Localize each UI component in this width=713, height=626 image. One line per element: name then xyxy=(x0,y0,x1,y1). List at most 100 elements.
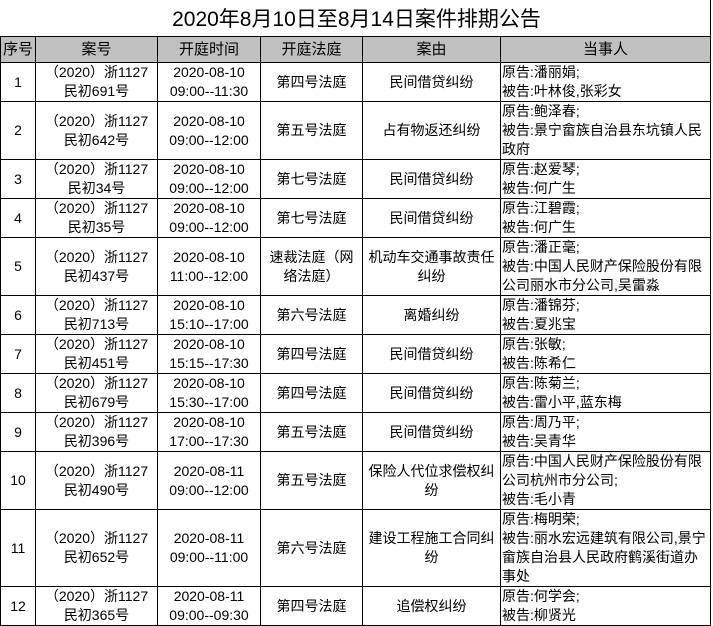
case-number: （2020）浙1127民初642号 xyxy=(44,112,149,148)
defendant: 被告:柳贤光 xyxy=(502,607,576,623)
case-number: （2020）浙1127民初679号 xyxy=(44,375,149,410)
case-number: （2020）浙1127民初490号 xyxy=(44,462,149,498)
parties: 原告:周乃平; 被告:吴青华 xyxy=(500,412,711,452)
hearing-time: 2020-08-10 09:00--12:00 xyxy=(157,198,261,238)
case-cause: 民间借贷纠纷 xyxy=(362,159,501,199)
case-number: （2020）浙1127民初691号 xyxy=(44,64,149,99)
header-court: 开庭法庭 xyxy=(260,36,363,63)
hearing-time: 2020-08-10 15:10--17:00 xyxy=(157,295,261,335)
case-cause: 保险人代位求偿权纠纷 xyxy=(362,451,501,510)
courtroom: 第六号法庭 xyxy=(260,509,363,587)
defendant: 被告:叶林俊,张彩女 xyxy=(502,83,622,99)
parties: 原告:张敏; 被告:陈希仁 xyxy=(500,334,711,374)
case-cause: 民间借贷纠纷 xyxy=(362,334,501,374)
row-number: 3 xyxy=(0,159,36,199)
case-number-cell: （2020）浙1127民初642号 xyxy=(35,101,158,160)
table-row: 8 （2020）浙1127民初679号 2020-08-10 15:30--17:00… xyxy=(0,373,711,413)
case-number-cell: （2020）浙1127民初365号 xyxy=(35,586,158,626)
case-number: （2020）浙1127民初35号 xyxy=(44,200,149,235)
plaintiff: 原告:潘丽娟; xyxy=(502,64,580,80)
table-row: 7 （2020）浙1127民初451号 2020-08-10 15:15--17:30… xyxy=(0,334,711,374)
case-cause: 离婚纠纷 xyxy=(362,295,501,335)
row-number: 7 xyxy=(0,334,36,374)
hearing-time: 2020-08-10 09:00--11:30 xyxy=(157,62,261,102)
parties: 原告:潘丽娟; 被告:叶林俊,张彩女 xyxy=(500,62,711,102)
case-number-cell: （2020）浙1127民初679号 xyxy=(35,373,158,413)
parties: 原告:梅明荣; 被告:丽水宏远建筑有限公司,景宁畲族自治县人民政府鹤溪街道办事处 xyxy=(500,509,711,587)
plaintiff: 原告:江碧霞; xyxy=(502,200,580,216)
row-number: 1 xyxy=(0,62,36,102)
parties: 原告:江碧霞; 被告:何广生 xyxy=(500,198,711,238)
parties: 原告:陈菊兰; 被告:雷小平,蓝东梅 xyxy=(500,373,711,413)
parties: 原告:鲍泽春; 被告:景宁畲族自治县东坑镇人民政府 xyxy=(500,101,711,160)
hearing-time: 2020-08-10 15:30--17:00 xyxy=(157,373,261,413)
case-number-cell: （2020）浙1127民初396号 xyxy=(35,412,158,452)
row-number: 9 xyxy=(0,412,36,452)
row-number: 5 xyxy=(0,237,36,296)
courtroom: 第四号法庭 xyxy=(260,62,363,102)
courtroom: 第七号法庭 xyxy=(260,198,363,238)
case-number-cell: （2020）浙1127民初451号 xyxy=(35,334,158,374)
case-number-cell: （2020）浙1127民初34号 xyxy=(35,159,158,199)
row-number: 8 xyxy=(0,373,36,413)
plaintiff: 原告:陈菊兰; xyxy=(502,375,580,391)
case-number: （2020）浙1127民初365号 xyxy=(44,588,149,623)
case-number-cell: （2020）浙1127民初437号 xyxy=(35,237,158,296)
plaintiff: 原告:潘锦芬; xyxy=(502,297,580,313)
parties: 原告:潘正毫; 被告:中国人民财产保险股份有限公司丽水市分公司,吴雷淼 xyxy=(500,237,711,296)
plaintiff: 原告:张敏; xyxy=(502,336,566,352)
header-time: 开庭时间 xyxy=(157,36,261,63)
case-cause: 机动车交通事故责任纠纷 xyxy=(362,237,501,296)
plaintiff: 原告:梅明荣; xyxy=(502,511,580,527)
case-number: （2020）浙1127民初652号 xyxy=(44,530,149,565)
table-row: 10 （2020）浙1127民初490号 2020-08-11 09:00--12:0… xyxy=(0,451,711,510)
hearing-time: 2020-08-11 09:00--11:00 xyxy=(157,509,261,587)
right-border xyxy=(710,0,711,613)
table-row: 12 （2020）浙1127民初365号 2020-08-11 09:00--09:3… xyxy=(0,586,711,626)
courtroom: 速裁法庭（网络法庭） xyxy=(260,237,363,296)
case-number-cell: （2020）浙1127民初490号 xyxy=(35,451,158,510)
parties: 原告:何学会; 被告:柳贤光 xyxy=(500,586,711,626)
header-no: 序号 xyxy=(0,36,36,63)
row-number: 10 xyxy=(0,451,36,510)
hearing-time: 2020-08-10 09:00--12:00 xyxy=(157,159,261,199)
defendant: 被告:雷小平,蓝东梅 xyxy=(502,394,622,410)
table-row: 6 （2020）浙1127民初713号 2020-08-10 15:10--17:00… xyxy=(0,295,711,335)
plaintiff: 原告:中国人民财产保险股份有限公司杭州市分公司; xyxy=(502,453,702,488)
courtroom: 第四号法庭 xyxy=(260,373,363,413)
hearing-time: 2020-08-11 09:00--12:00 xyxy=(157,451,261,510)
courtroom: 第五号法庭 xyxy=(260,101,363,160)
case-cause: 民间借贷纠纷 xyxy=(362,198,501,238)
plaintiff: 原告:鲍泽春; xyxy=(502,103,580,119)
case-cause: 建设工程施工合同纠纷 xyxy=(362,509,501,587)
table-row: 9 （2020）浙1127民初396号 2020-08-10 17:00--17:30… xyxy=(0,412,711,452)
parties: 原告:赵爱琴; 被告:何广生 xyxy=(500,159,711,199)
case-cause: 民间借贷纠纷 xyxy=(362,412,501,452)
case-number: （2020）浙1127民初34号 xyxy=(44,161,149,196)
plaintiff: 原告:何学会; xyxy=(502,588,580,604)
plaintiff: 原告:潘正毫; xyxy=(502,239,580,255)
page-title: 2020年8月10日至8月14日案件排期公告 xyxy=(172,8,541,31)
defendant: 被告:毛小青 xyxy=(502,491,576,507)
defendant: 被告:景宁畲族自治县东坑镇人民政府 xyxy=(502,122,702,157)
row-number: 2 xyxy=(0,101,36,160)
defendant: 被告:吴青华 xyxy=(502,433,576,449)
table-row: 4 （2020）浙1127民初35号 2020-08-10 09:00--12:00 第… xyxy=(0,198,711,238)
parties: 原告:潘锦芬; 被告:夏兆宝 xyxy=(500,295,711,335)
row-number: 6 xyxy=(0,295,36,335)
plaintiff: 原告:周乃平; xyxy=(502,414,580,430)
hearing-time: 2020-08-10 09:00--12:00 xyxy=(157,101,261,160)
header-cause: 案由 xyxy=(362,36,501,63)
courtroom: 第四号法庭 xyxy=(260,334,363,374)
case-number: （2020）浙1127民初451号 xyxy=(44,336,149,371)
hearing-time: 2020-08-11 09:00--09:30 xyxy=(157,586,261,626)
case-number-cell: （2020）浙1127民初713号 xyxy=(35,295,158,335)
case-number-cell: （2020）浙1127民初35号 xyxy=(35,198,158,238)
table-row: 2 （2020）浙1127民初642号 2020-08-10 09:00--12:00… xyxy=(0,101,711,160)
parties: 原告:中国人民财产保险股份有限公司杭州市分公司; 被告:毛小青 xyxy=(500,451,711,510)
plaintiff: 原告:赵爱琴; xyxy=(502,161,580,177)
table-row: 1 （2020）浙1127民初691号 2020-08-10 09:00--11:30… xyxy=(0,62,711,102)
case-cause: 民间借贷纠纷 xyxy=(362,62,501,102)
hearing-time: 2020-08-10 11:00--12:00 xyxy=(157,237,261,296)
courtroom: 第五号法庭 xyxy=(260,412,363,452)
